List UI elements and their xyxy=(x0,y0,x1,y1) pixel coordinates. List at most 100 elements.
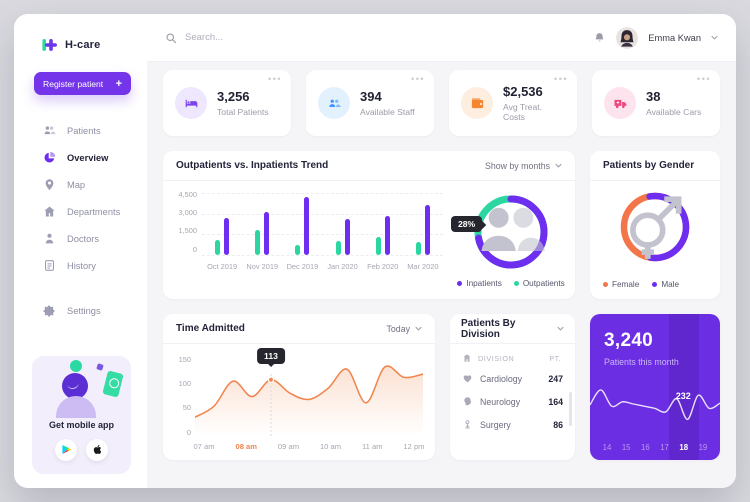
bar-group xyxy=(282,193,322,255)
month-label: Patients this month xyxy=(604,357,679,367)
gender-icon xyxy=(619,191,691,263)
division-card: Patients By Division DIVISION PT. Cardio… xyxy=(450,314,575,460)
trend-y-axis: 4,500 3,000 1,500 0 xyxy=(178,190,198,254)
month-total: 3,240 xyxy=(604,330,654,351)
gender-title: Patients by Gender xyxy=(603,160,695,171)
sidebar-item-departments[interactable]: Departments xyxy=(14,198,147,225)
trend-title: Outpatients vs. Inpatients Trend xyxy=(176,160,329,171)
column-division: DIVISION xyxy=(478,353,515,363)
bar-outpatients[interactable] xyxy=(295,244,301,255)
stat-label: Available Cars xyxy=(646,107,702,117)
card-menu-icon[interactable] xyxy=(411,74,425,84)
staff-icon xyxy=(318,87,350,119)
stat-value: 394 xyxy=(360,89,382,104)
sidebar-item-map[interactable]: Map xyxy=(14,171,147,198)
chevron-down-icon[interactable] xyxy=(557,326,564,331)
mobile-app-card: Get mobile app xyxy=(32,356,131,474)
neurology-icon xyxy=(462,396,473,407)
dashboard-content: 3,256 Total Patients 394 Available Staff… xyxy=(147,62,736,488)
trend-donut-area: 28% Inpatients Outpatients xyxy=(447,181,575,298)
stat-value: 38 xyxy=(646,89,661,104)
bar-inpatients[interactable] xyxy=(384,216,390,255)
apple-icon xyxy=(92,443,103,458)
trend-donut-chart xyxy=(474,195,548,269)
patients-icon xyxy=(43,124,56,137)
stat-label: Avg Treat. Costs xyxy=(503,102,543,122)
legend-item: Female xyxy=(603,280,639,289)
day-label: 15 xyxy=(621,443,631,452)
doctors-icon xyxy=(43,232,56,245)
legend-item: Male xyxy=(652,280,679,289)
store-buttons xyxy=(32,439,131,461)
legend-item: Inpatients xyxy=(457,279,502,288)
bar-inpatients[interactable] xyxy=(224,217,230,255)
mobile-app-illustration xyxy=(32,356,131,418)
column-pt: PT. xyxy=(549,353,561,363)
google-play-button[interactable] xyxy=(55,439,77,461)
sidebar-nav: Patients Overview Map Departments Doctor… xyxy=(14,117,147,279)
day-label: 17 xyxy=(660,443,669,452)
card-menu-icon[interactable] xyxy=(268,74,282,84)
bar-group xyxy=(363,193,403,255)
sidebar-item-patients[interactable]: Patients xyxy=(14,117,147,144)
sidebar-item-history[interactable]: History xyxy=(14,252,147,279)
logo-icon xyxy=(42,39,57,51)
bar-inpatients[interactable] xyxy=(424,205,430,255)
google-play-icon xyxy=(61,443,72,458)
division-row[interactable]: Surgery 86 xyxy=(450,413,575,436)
scrollbar[interactable] xyxy=(569,392,572,426)
bed-icon xyxy=(175,87,207,119)
bar-outpatients[interactable] xyxy=(255,230,261,255)
building-icon xyxy=(463,354,471,362)
time-filter-dropdown[interactable]: Today xyxy=(387,324,422,334)
trend-x-axis: Oct 2019 Nov 2019 Dec 2019 Jan 2020 Feb 2020… xyxy=(207,262,439,271)
history-icon xyxy=(43,259,56,272)
bell-icon[interactable] xyxy=(593,31,606,45)
cardiology-icon xyxy=(462,373,473,384)
bar-outpatients[interactable] xyxy=(335,241,341,255)
card-menu-icon[interactable] xyxy=(554,74,568,84)
bar-inpatients[interactable] xyxy=(344,219,350,255)
map-icon xyxy=(43,178,56,191)
gender-donut-chart xyxy=(620,192,690,262)
user-name[interactable]: Emma Kwan xyxy=(648,32,701,43)
sidebar-item-overview[interactable]: Overview xyxy=(14,144,147,171)
trend-filter-dropdown[interactable]: Show by months xyxy=(485,161,562,171)
day-label: 19 xyxy=(698,443,708,452)
avatar[interactable] xyxy=(616,26,639,49)
time-x-axis: 07 am 08 am 09 am 10 am 11 am 12 pm xyxy=(183,442,435,451)
stat-card: $2,536 Avg Treat. Costs xyxy=(449,70,577,136)
patients-month-card: 3,240 Patients this month 232 14 15 16 17 18… xyxy=(590,314,720,460)
bar-inpatients[interactable] xyxy=(304,197,310,255)
app-logo: H-care xyxy=(14,38,147,52)
stat-value: 3,256 xyxy=(217,89,250,104)
register-patient-button[interactable]: Register patient + xyxy=(34,72,131,95)
sidebar-item-settings[interactable]: Settings xyxy=(14,297,147,324)
bar-inpatients[interactable] xyxy=(264,212,270,255)
plus-icon: + xyxy=(115,77,122,90)
bar-group xyxy=(323,193,363,255)
apple-button[interactable] xyxy=(86,439,108,461)
time-y-axis: 150 100 50 0 xyxy=(178,355,191,437)
day-axis: 14 15 16 17 18 19 xyxy=(600,443,710,452)
x-label: 09 am xyxy=(277,442,300,451)
month-sparkline: 232 xyxy=(590,376,720,432)
app-window: H-care Register patient + Patients Overv… xyxy=(14,14,736,488)
stat-value: $2,536 xyxy=(503,84,543,99)
chevron-down-icon[interactable] xyxy=(711,35,718,40)
card-menu-icon[interactable] xyxy=(697,74,711,84)
stat-card: 38 Available Cars xyxy=(592,70,720,136)
bar-outpatients[interactable] xyxy=(415,241,421,255)
stat-label: Available Staff xyxy=(360,107,415,117)
time-admitted-title: Time Admitted xyxy=(176,323,245,334)
sidebar: H-care Register patient + Patients Overv… xyxy=(14,14,147,488)
bar-outpatients[interactable] xyxy=(375,237,381,255)
division-row[interactable]: Cardiology 247 xyxy=(450,367,575,390)
search-input[interactable] xyxy=(185,32,385,43)
mobile-app-label: Get mobile app xyxy=(48,420,114,430)
bar-outpatients[interactable] xyxy=(215,239,221,255)
day-label: 14 xyxy=(602,443,612,452)
sparkline-tooltip: 232 xyxy=(675,390,691,401)
sidebar-item-doctors[interactable]: Doctors xyxy=(14,225,147,252)
division-row[interactable]: Neurology 164 xyxy=(450,390,575,413)
